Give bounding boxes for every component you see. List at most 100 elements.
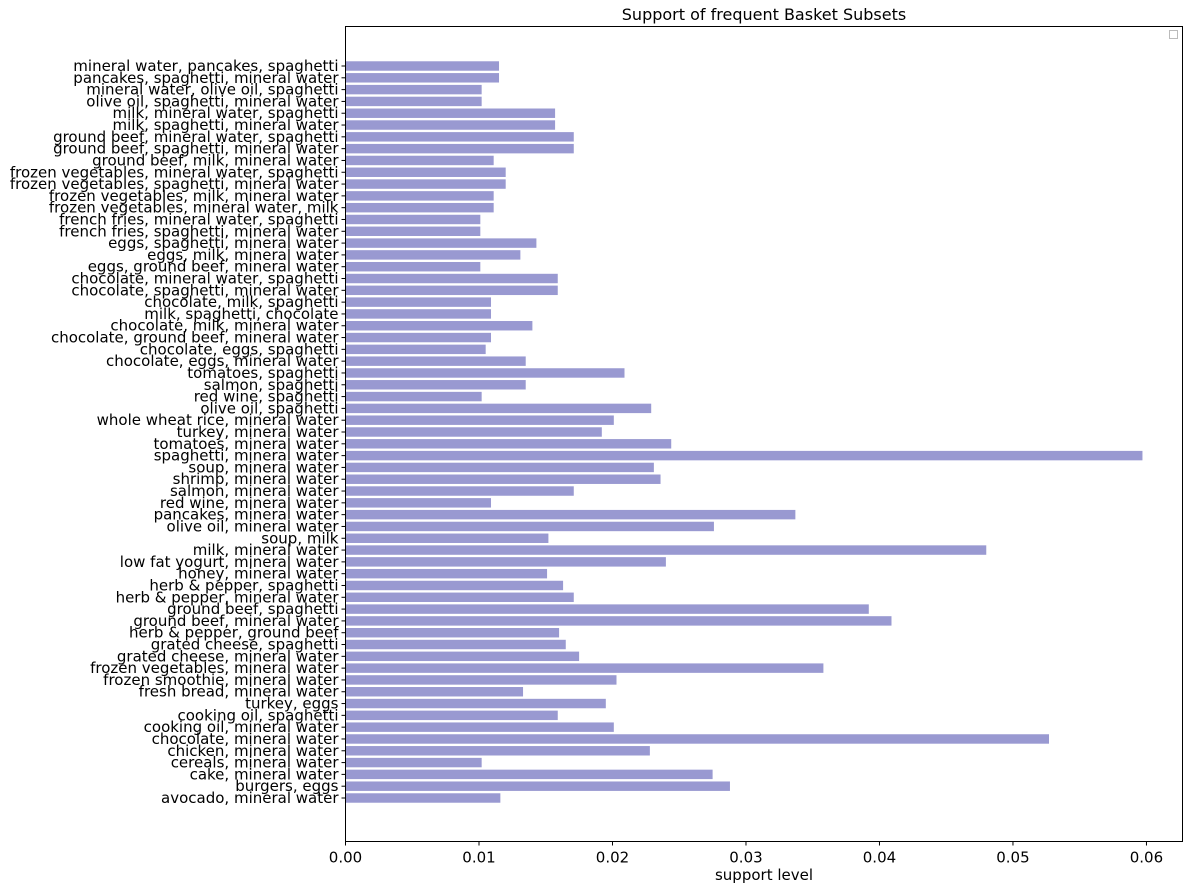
- bar-45: [345, 261, 481, 272]
- category-label-60: mineral water, olive oil, spaghetti: [86, 81, 338, 99]
- bar-57: [345, 120, 556, 130]
- bar-3: [345, 757, 482, 768]
- category-label-35: salmon, spaghetti: [204, 376, 339, 394]
- category-label-42: chocolate, milk, spaghetti: [144, 293, 338, 311]
- bar-60: [345, 84, 482, 95]
- bar-40: [345, 321, 533, 331]
- bar-9: [345, 687, 524, 697]
- bar-30: [345, 439, 672, 449]
- category-label-53: frozen vegetables, mineral water, spaghe…: [10, 163, 339, 181]
- bar-48: [345, 226, 481, 237]
- bar-52: [345, 179, 506, 189]
- category-label-21: milk, mineral water: [193, 541, 340, 559]
- bar-5: [345, 734, 1050, 744]
- bar-58: [345, 108, 556, 118]
- category-label-26: salmon, mineral water: [170, 482, 339, 500]
- x-tick-label-1: 0.01: [462, 849, 495, 867]
- category-label-11: frozen vegetables, mineral water: [90, 659, 339, 677]
- bar-50: [345, 202, 494, 213]
- category-label-3: cereals, mineral water: [171, 754, 340, 772]
- category-label-25: red wine, mineral water: [160, 494, 339, 512]
- category-label-46: eggs, milk, mineral water: [147, 246, 339, 264]
- bar-38: [345, 344, 486, 355]
- x-tick-label-4: 0.04: [863, 849, 896, 867]
- category-label-32: whole wheat rice, mineral water: [97, 411, 340, 429]
- bar-23: [345, 521, 714, 532]
- category-label-54: ground beef, milk, mineral water: [92, 151, 339, 169]
- bar-21: [345, 545, 987, 555]
- bar-49: [345, 214, 481, 225]
- category-label-61: pancakes, spaghetti, mineral water: [73, 69, 339, 87]
- category-label-7: cooking oil, spaghetti: [177, 706, 338, 724]
- bars-group: [345, 61, 1143, 803]
- category-label-33: olive oil, spaghetti: [200, 399, 338, 417]
- category-label-0: avocado, mineral water: [161, 789, 339, 807]
- bar-37: [345, 356, 526, 366]
- category-label-49: french fries, mineral water, spaghetti: [59, 210, 338, 228]
- category-label-47: eggs, spaghetti, mineral water: [108, 234, 339, 252]
- bar-2: [345, 769, 713, 780]
- category-label-18: herb & pepper, spaghetti: [149, 576, 338, 594]
- bar-41: [345, 309, 492, 319]
- category-label-10: frozen smoothie, mineral water: [103, 671, 339, 689]
- category-label-2: cake, mineral water: [190, 765, 340, 783]
- category-label-57: milk, spaghetti, mineral water: [113, 116, 340, 134]
- bar-4: [345, 746, 650, 756]
- category-label-1: burgers, eggs: [235, 777, 338, 795]
- category-label-36: tomatoes, spaghetti: [187, 364, 338, 382]
- category-label-30: tomatoes, mineral water: [153, 435, 339, 453]
- category-label-9: fresh bread, mineral water: [139, 683, 340, 701]
- category-label-6: cooking oil, mineral water: [144, 718, 340, 736]
- bar-25: [345, 498, 492, 508]
- category-label-22: soup, milk: [261, 529, 339, 547]
- x-tick-label-0: 0.00: [329, 849, 362, 867]
- category-label-48: french fries, spaghetti, mineral water: [59, 222, 339, 240]
- category-label-40: chocolate, milk, mineral water: [110, 317, 339, 335]
- bar-12: [345, 651, 580, 662]
- category-label-29: spaghetti, mineral water: [154, 447, 340, 465]
- x-tick-label-6: 0.06: [1130, 849, 1163, 867]
- category-label-37: chocolate, eggs, mineral water: [106, 352, 339, 370]
- bar-1: [345, 781, 730, 791]
- category-label-52: frozen vegetables, spaghetti, mineral wa…: [10, 175, 340, 193]
- bar-7: [345, 710, 558, 721]
- bar-17: [345, 592, 574, 603]
- category-label-15: ground beef, mineral water: [133, 612, 339, 630]
- category-label-58: milk, mineral water, spaghetti: [113, 104, 339, 122]
- bar-8: [345, 698, 606, 709]
- category-label-50: frozen vegetables, mineral water, milk: [49, 199, 339, 217]
- bar-36: [345, 368, 625, 378]
- x-axis-label: support level: [715, 866, 813, 884]
- bar-59: [345, 96, 482, 107]
- category-label-55: ground beef, spaghetti, mineral water: [53, 140, 339, 158]
- category-label-4: chicken, mineral water: [167, 742, 339, 760]
- category-label-24: pancakes, mineral water: [154, 506, 340, 524]
- bar-44: [345, 273, 558, 284]
- bar-46: [345, 250, 521, 260]
- category-label-28: soup, mineral water: [188, 458, 339, 476]
- bar-0: [345, 793, 501, 803]
- category-label-43: chocolate, spaghetti, mineral water: [71, 281, 339, 299]
- bar-28: [345, 462, 654, 473]
- bar-53: [345, 167, 506, 177]
- bar-14: [345, 627, 560, 638]
- bar-54: [345, 155, 494, 166]
- bar-61: [345, 73, 500, 83]
- bar-33: [345, 403, 652, 414]
- bar-20: [345, 557, 666, 567]
- bar-22: [345, 533, 549, 543]
- category-label-45: eggs, ground beef, mineral water: [88, 258, 340, 276]
- category-label-8: turkey, eggs: [245, 695, 339, 713]
- x-tick-label-2: 0.02: [596, 849, 629, 867]
- category-label-23: olive oil, mineral water: [167, 517, 340, 535]
- category-label-17: herb & pepper, mineral water: [116, 588, 340, 606]
- chart-title: Support of frequent Basket Subsets: [622, 5, 906, 24]
- bar-24: [345, 509, 796, 520]
- bar-6: [345, 722, 614, 732]
- category-label-16: ground beef, spaghetti: [167, 600, 338, 618]
- plot-frame: [345, 26, 1183, 842]
- bar-13: [345, 639, 566, 650]
- bar-16: [345, 604, 869, 614]
